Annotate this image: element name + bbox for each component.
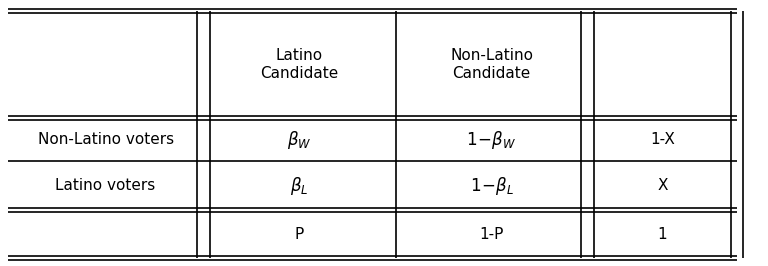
Text: 1: 1 (657, 227, 667, 242)
Text: 1-P: 1-P (479, 227, 504, 242)
Text: $\beta_L$: $\beta_L$ (290, 174, 309, 197)
Text: Latino
Candidate: Latino Candidate (260, 48, 339, 81)
Text: 1-X: 1-X (650, 132, 675, 147)
Text: $\beta_W$: $\beta_W$ (287, 129, 312, 151)
Text: X: X (657, 178, 667, 193)
Text: Non-Latino voters: Non-Latino voters (38, 132, 174, 147)
Text: $1\!-\!\beta_W$: $1\!-\!\beta_W$ (466, 129, 517, 151)
Text: Non-Latino
Candidate: Non-Latino Candidate (450, 48, 533, 81)
Text: P: P (295, 227, 304, 242)
Text: $1\!-\!\beta_L$: $1\!-\!\beta_L$ (469, 174, 514, 197)
Text: Latino voters: Latino voters (55, 178, 156, 193)
